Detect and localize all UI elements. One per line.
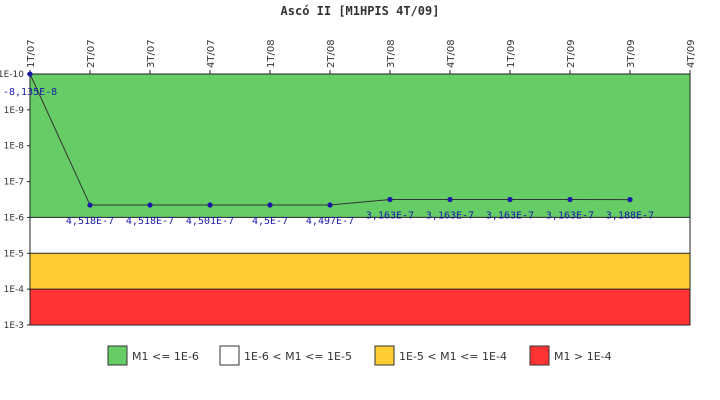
x-tick-label: 1T/09 [506, 39, 517, 68]
data-label: 3,188E-7 [606, 211, 654, 222]
y-tick-label: 1E-8 [4, 142, 25, 152]
data-label: 3,163E-7 [426, 211, 474, 222]
band-3 [30, 289, 690, 325]
y-tick-label: 1E-5 [4, 249, 24, 259]
legend-label: M1 > 1E-4 [554, 350, 612, 363]
legend-label: 1E-6 < M1 <= 1E-5 [244, 350, 352, 363]
data-label: -8,135E-8 [3, 87, 57, 98]
y-tick-label: 1E-7 [4, 178, 24, 188]
y-tick-label: 1E-4 [4, 285, 25, 295]
data-label: 3,163E-7 [486, 211, 534, 222]
data-point [327, 202, 333, 208]
data-label: 4,5E-7 [252, 216, 288, 227]
x-tick-label: 2T/09 [566, 39, 577, 68]
data-point [147, 202, 153, 208]
x-tick-label: 3T/08 [386, 39, 397, 68]
x-tick-label: 4T/07 [206, 39, 217, 68]
data-point [207, 202, 213, 208]
plot-border [29, 73, 691, 326]
x-tick-label: 1T/07 [26, 39, 37, 68]
y-tick-label: 1E-6 [4, 213, 25, 223]
y-axis-ticks: 1E-10 1E-9 1E-8 1E-7 1E-6 1E-5 1E-4 1E-3 [0, 70, 30, 331]
series [27, 71, 633, 208]
band-1 [30, 217, 690, 254]
data-point [567, 196, 573, 203]
band-0 [30, 74, 690, 218]
x-tick-label: 2T/07 [86, 39, 97, 68]
legend-swatch [374, 345, 395, 366]
x-tick-label: 2T/08 [326, 39, 337, 68]
data-point [447, 196, 453, 203]
legend-label: 1E-5 < M1 <= 1E-4 [399, 350, 507, 363]
y-tick-label: 1E-9 [4, 106, 25, 116]
legend-swatch [107, 345, 128, 366]
legend: M1 <= 1E-6 1E-6 < M1 <= 1E-5 1E-5 < M1 <= … [107, 345, 612, 366]
data-label: 4,501E-7 [186, 216, 234, 227]
y-tick-label: 1E-10 [0, 70, 24, 80]
data-point [627, 197, 633, 203]
data-label: 4,497E-7 [306, 216, 354, 227]
data-label: 4,518E-7 [66, 216, 114, 227]
data-point [87, 202, 93, 208]
data-label: 4,518E-7 [126, 216, 174, 227]
risk-bands [30, 74, 690, 325]
band-2 [30, 253, 690, 290]
x-axis-ticks: 1T/07 2T/07 3T/07 4T/07 1T/08 2T/08 3T/08 4T/08… [26, 39, 697, 74]
data-label: 3,163E-7 [546, 211, 594, 222]
data-point [507, 196, 513, 203]
data-point [267, 202, 273, 208]
legend-label: M1 <= 1E-6 [132, 350, 199, 363]
legend-swatch [529, 345, 550, 366]
x-tick-label: 3T/07 [146, 39, 157, 68]
data-labels: -8,135E-8 4,518E-7 4,518E-7 4,501E-7 4,5E-7 4… [3, 87, 654, 227]
legend-swatch [219, 345, 240, 366]
x-tick-label: 3T/09 [626, 39, 637, 68]
plot-frame [29, 73, 691, 326]
data-label: 3,163E-7 [366, 211, 414, 222]
data-point [27, 71, 33, 77]
chart-title: Ascó II [M1HPIS 4T/09] [281, 4, 440, 18]
data-point [387, 196, 393, 203]
y-tick-label: 1E-3 [4, 321, 24, 331]
x-tick-label: 1T/08 [266, 39, 277, 68]
x-tick-label: 4T/08 [446, 39, 457, 68]
x-tick-label: 4T/09 [686, 39, 697, 68]
